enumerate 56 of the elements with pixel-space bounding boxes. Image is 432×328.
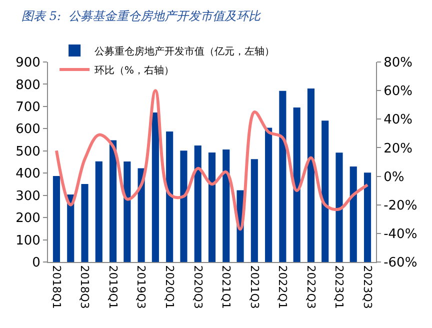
legend-label: 环比（%，右轴） [94,64,174,76]
x-tick-label: 2019Q1 [106,265,120,309]
x-tick-label: 2018Q3 [78,265,92,309]
x-tick-label: 2021Q1 [220,265,233,309]
legend-label: 公募重仓房地产开发市值（亿元，左轴） [94,45,275,58]
y-tick-label: 200 [16,211,40,226]
y2-tick-label: -60% [384,256,418,271]
x-tick-label: 2023Q1 [332,265,346,309]
y-tick-label: 700 [16,100,40,115]
y-tick-label: 100 [16,233,40,248]
bar [350,166,357,262]
x-tick-label: 2020Q3 [191,265,204,309]
y-tick-label: 600 [16,122,40,138]
bar [138,168,145,262]
x-tick-label: 2023Q3 [360,265,374,309]
bar [166,132,174,262]
bar [208,152,216,262]
y2-tick-label: 40% [384,112,413,128]
y2-tick-label: 20% [384,141,413,156]
line-series [54,89,370,231]
x-tick-label: 2019Q3 [134,265,148,309]
chart-title: 图表 5: 公募基金重仓房地产开发市值及环比 [22,8,262,23]
bar [95,161,102,262]
bar [364,172,372,262]
bar [81,184,88,262]
y-tick-label: 500 [16,144,40,160]
bar [52,176,60,262]
y2-tick-label: 80% [384,56,413,71]
y-tick-label: 300 [16,188,40,204]
x-tick-label: 2018Q1 [50,265,63,309]
y2-tick-label: 60% [384,84,413,100]
x-tick-label: 2022Q1 [276,265,290,309]
bar [222,150,230,262]
bar [307,88,314,262]
bar [293,108,300,262]
bar [67,194,74,262]
bar [194,146,202,262]
bar [124,162,131,262]
bar [336,152,343,262]
bar [279,90,286,262]
y-tick-label: 0 [32,256,40,271]
y2-tick-label: -20% [384,198,418,214]
y-tick-label: 400 [16,166,40,182]
y-tick-label: 900 [16,56,40,71]
y2-tick-label: 0% [384,170,404,185]
x-tick-label: 2021Q3 [248,265,261,309]
bar [265,128,272,262]
bar [250,159,258,262]
bar [110,140,117,262]
bar [152,112,159,262]
y2-tick-label: -40% [384,226,418,242]
bar [180,150,188,262]
y-tick-label: 800 [16,78,40,93]
bar [322,120,329,262]
x-tick-label: 2022Q3 [304,265,318,309]
x-tick-label: 2020Q1 [163,265,176,309]
